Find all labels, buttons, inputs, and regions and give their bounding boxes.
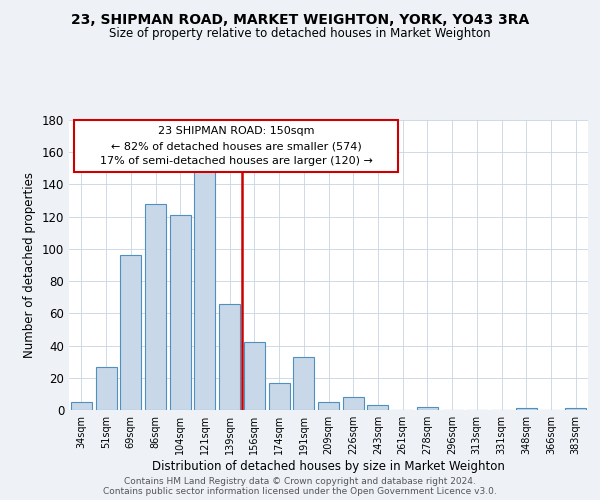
Bar — [71, 402, 92, 410]
Bar — [516, 408, 537, 410]
Text: 23, SHIPMAN ROAD, MARKET WEIGHTON, YORK, YO43 3RA: 23, SHIPMAN ROAD, MARKET WEIGHTON, YORK,… — [71, 12, 529, 26]
Text: Size of property relative to detached houses in Market Weighton: Size of property relative to detached ho… — [109, 28, 491, 40]
Y-axis label: Number of detached properties: Number of detached properties — [23, 172, 36, 358]
Bar — [343, 397, 364, 410]
Bar — [170, 215, 191, 410]
Bar — [219, 304, 240, 410]
Text: 23 SHIPMAN ROAD: 150sqm
← 82% of detached houses are smaller (574)
17% of semi-d: 23 SHIPMAN ROAD: 150sqm ← 82% of detache… — [100, 126, 373, 166]
Bar — [417, 407, 438, 410]
Bar — [565, 408, 586, 410]
Bar — [95, 366, 116, 410]
Bar — [194, 166, 215, 410]
Bar — [367, 405, 388, 410]
Bar — [269, 382, 290, 410]
Text: Contains HM Land Registry data © Crown copyright and database right 2024.: Contains HM Land Registry data © Crown c… — [124, 476, 476, 486]
Bar — [244, 342, 265, 410]
X-axis label: Distribution of detached houses by size in Market Weighton: Distribution of detached houses by size … — [152, 460, 505, 473]
Bar — [145, 204, 166, 410]
Bar — [318, 402, 339, 410]
Text: Contains public sector information licensed under the Open Government Licence v3: Contains public sector information licen… — [103, 486, 497, 496]
Bar — [120, 256, 141, 410]
Bar — [293, 357, 314, 410]
